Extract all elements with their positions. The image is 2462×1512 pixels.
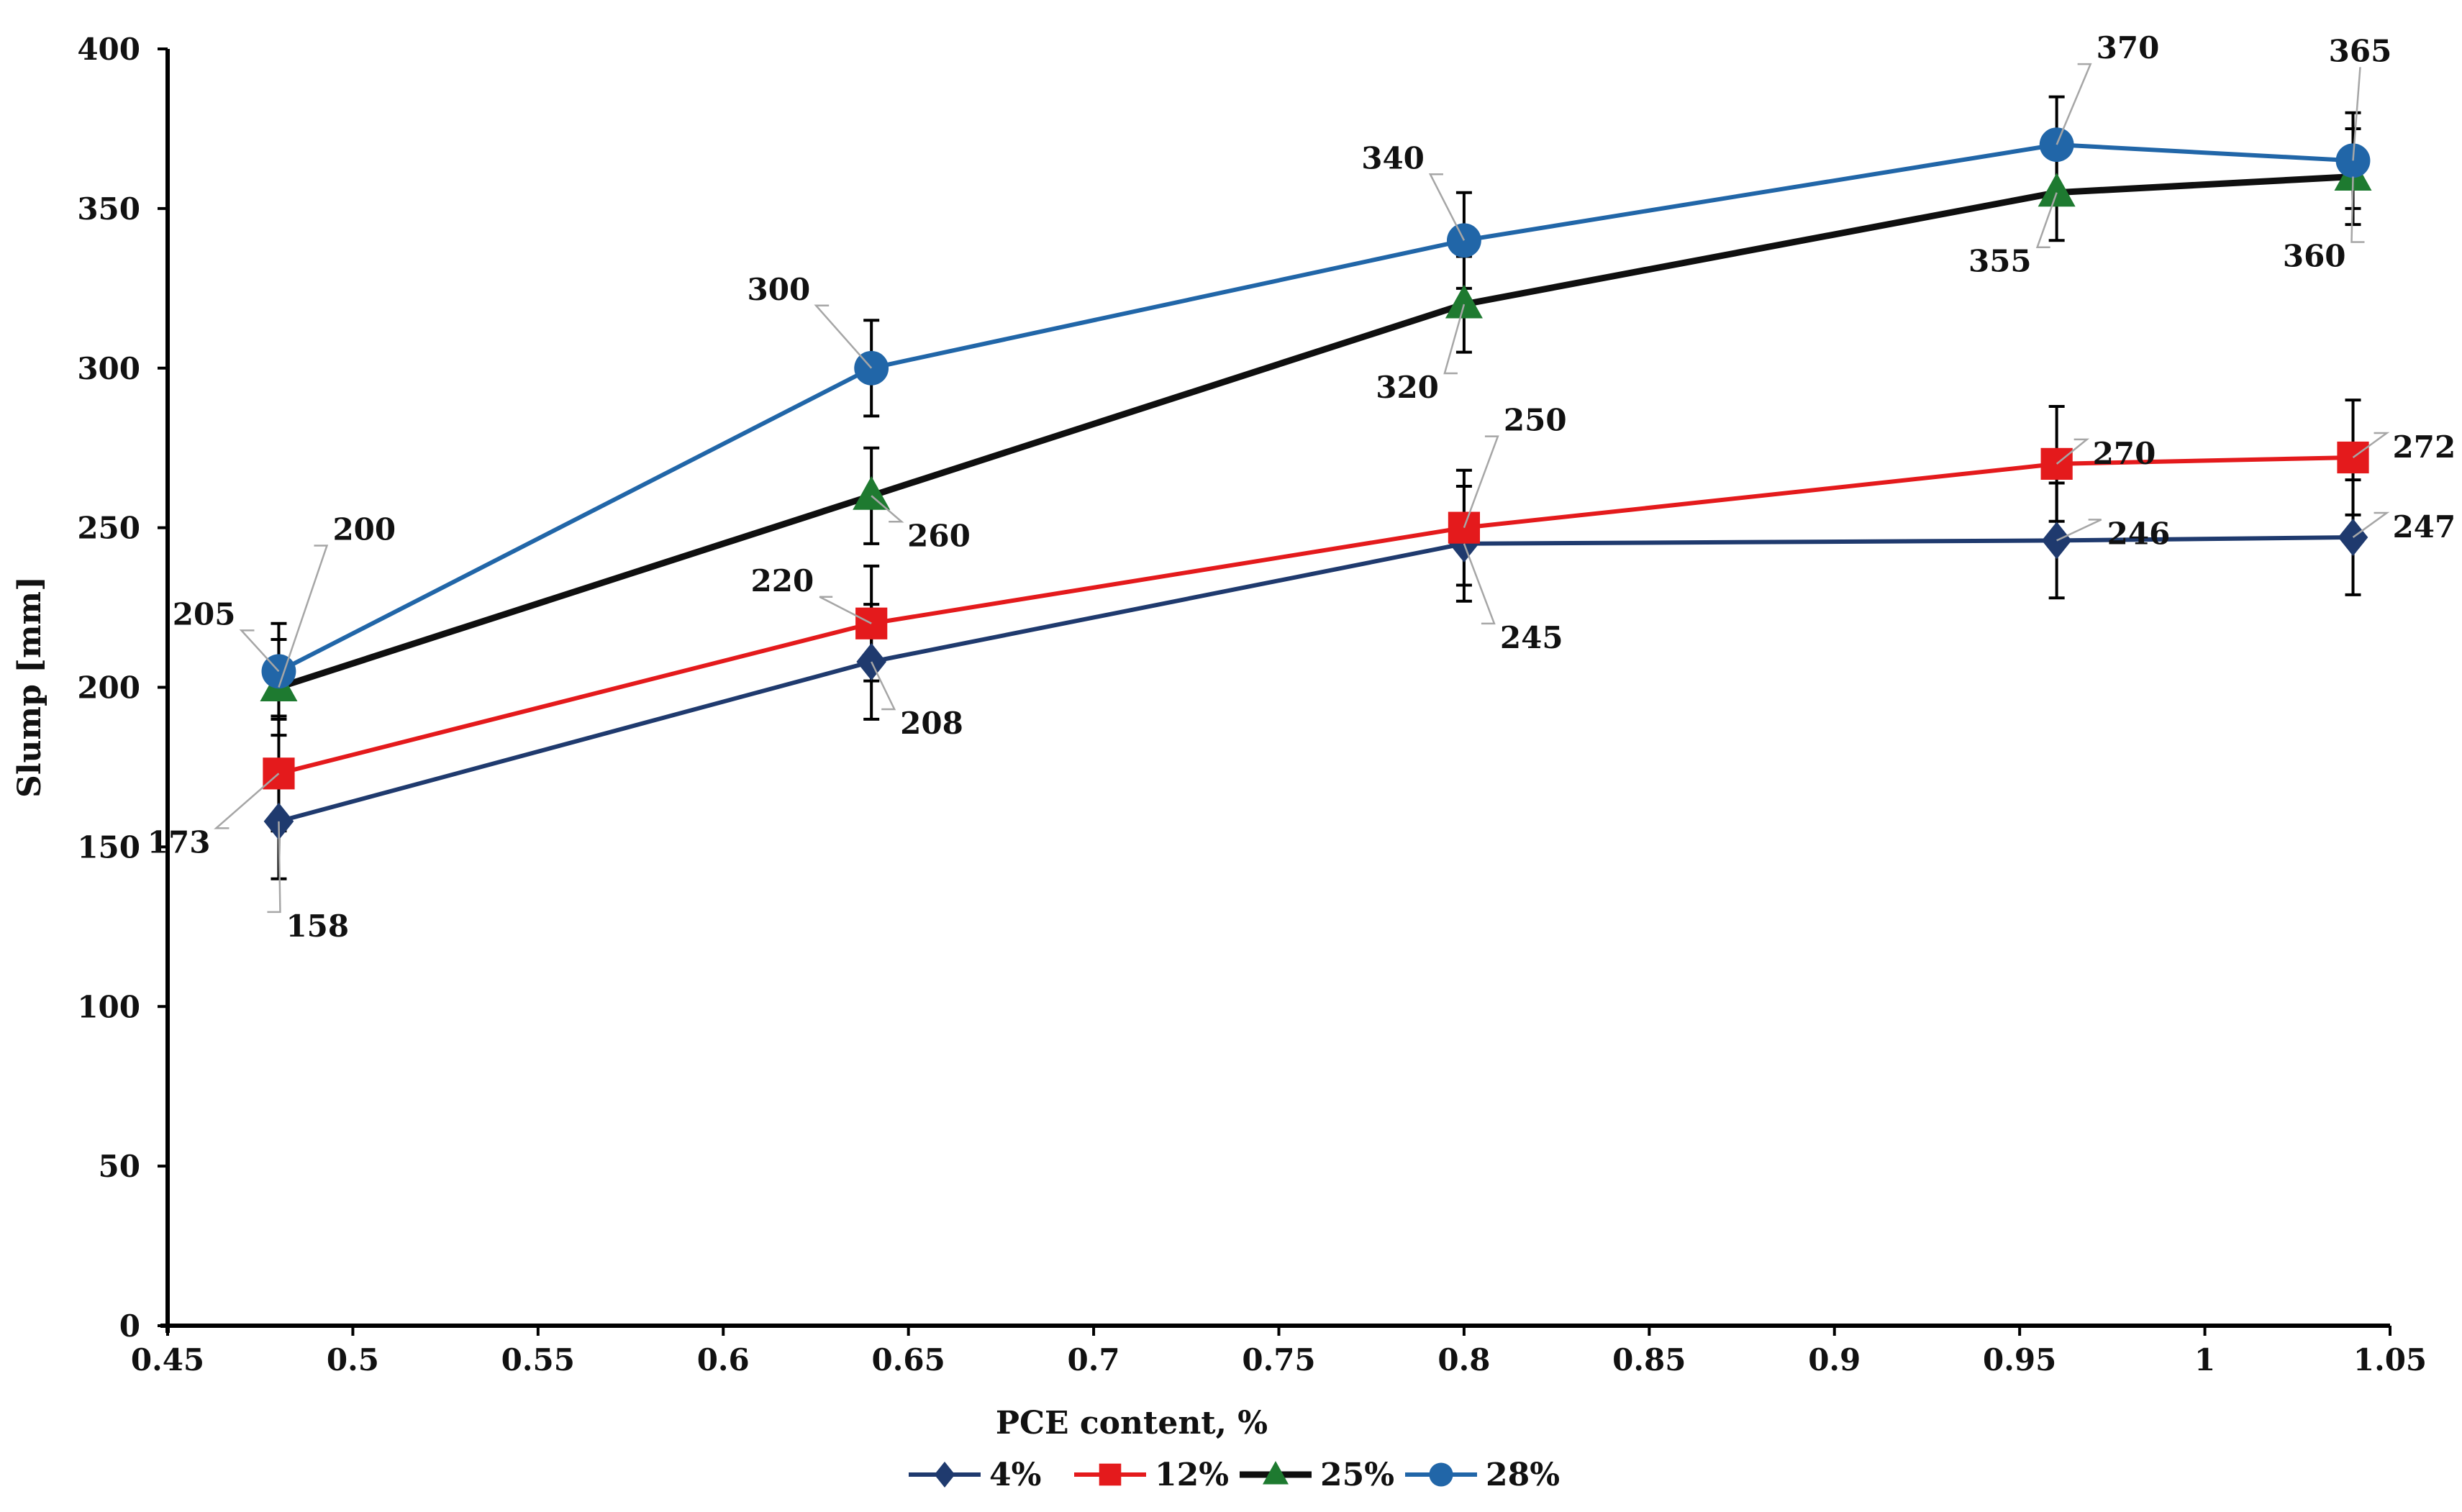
leader-line xyxy=(2035,192,2058,248)
legend-label: 12% xyxy=(1155,1457,1229,1493)
data-label: 370 xyxy=(2097,30,2160,65)
y-tick-label: 350 xyxy=(77,191,140,227)
leader-line xyxy=(239,629,280,673)
leader-line xyxy=(1443,304,1466,375)
leader-line xyxy=(1463,543,1496,625)
data-point xyxy=(2038,173,2076,207)
data-point xyxy=(1445,284,1483,319)
data-label: 272 xyxy=(2393,429,2456,465)
y-tick-label: 400 xyxy=(77,32,140,67)
legend-swatch-marker xyxy=(1263,1461,1289,1485)
x-tick-label: 0.45 xyxy=(131,1342,204,1377)
legend-label: 4% xyxy=(989,1457,1041,1493)
y-tick-label: 50 xyxy=(99,1149,140,1184)
y-tick-label: 100 xyxy=(77,989,140,1024)
data-label: 270 xyxy=(2093,436,2156,471)
legend-swatch-marker xyxy=(1429,1462,1453,1487)
leader-line xyxy=(2056,438,2090,465)
leader-line xyxy=(2056,63,2092,145)
x-tick-label: 0.65 xyxy=(872,1342,945,1377)
leader-line xyxy=(1463,435,1499,529)
data-label: 245 xyxy=(1500,620,1563,655)
data-label: 246 xyxy=(2107,516,2171,551)
leader-line xyxy=(267,821,281,914)
data-label: 320 xyxy=(1376,370,1439,405)
leader-line xyxy=(871,495,904,523)
legend: 4% 12% 25% 28% xyxy=(909,1457,1560,1493)
data-label: 247 xyxy=(2393,509,2456,545)
data-labels: 158 208 245 246 247 173 220 250 270 272 200 260 320 3… xyxy=(147,30,2456,944)
x-tick-label: 0.7 xyxy=(1068,1342,1120,1377)
data-label: 205 xyxy=(173,596,236,632)
axes: 0 50 100 150 200 250 300 350 400 0.45 0.5 0.55 0.6 0.… xyxy=(77,32,2427,1377)
y-axis-title: Slump [mm] xyxy=(12,576,48,798)
data-label: 360 xyxy=(2283,239,2346,274)
leader-line xyxy=(2352,67,2361,161)
legend-label: 25% xyxy=(1320,1457,1394,1493)
leader-line xyxy=(214,773,280,829)
data-label: 300 xyxy=(748,272,811,307)
data-label: 340 xyxy=(1361,140,1425,176)
y-tick-label: 300 xyxy=(77,351,140,386)
data-label: 355 xyxy=(1968,244,2032,279)
legend-item: 25% xyxy=(1240,1457,1394,1493)
data-label: 250 xyxy=(1504,403,1567,438)
data-label: 200 xyxy=(332,512,396,547)
x-tick-label: 1 xyxy=(2194,1342,2215,1377)
legend-swatch-marker xyxy=(1099,1463,1122,1486)
x-tick-label: 0.8 xyxy=(1437,1342,1490,1377)
data-point xyxy=(854,350,889,386)
data-label: 220 xyxy=(751,563,814,598)
leader-line xyxy=(871,661,896,711)
x-tick-label: 0.55 xyxy=(501,1342,575,1377)
y-tick-label: 200 xyxy=(77,670,140,706)
data-label: 365 xyxy=(2329,33,2392,68)
x-tick-label: 0.6 xyxy=(697,1342,750,1377)
y-tick-label: 0 xyxy=(119,1308,140,1344)
data-label: 158 xyxy=(286,908,349,944)
leader-line xyxy=(2056,519,2102,542)
leader-line xyxy=(814,304,873,369)
x-tick-label: 0.9 xyxy=(1808,1342,1861,1377)
legend-item: 4% xyxy=(909,1457,1041,1493)
leader-line xyxy=(819,596,872,624)
data-label: 173 xyxy=(147,824,211,860)
y-tick-label: 250 xyxy=(77,511,140,546)
leader-line xyxy=(2350,176,2365,243)
x-tick-label: 0.95 xyxy=(1983,1342,2056,1377)
data-label: 208 xyxy=(900,706,963,741)
legend-item: 12% xyxy=(1074,1457,1229,1493)
x-tick-label: 0.5 xyxy=(327,1342,379,1377)
leader-line xyxy=(2352,432,2390,459)
data-point xyxy=(853,475,891,510)
x-tick-label: 0.85 xyxy=(1612,1342,1686,1377)
legend-item: 28% xyxy=(1405,1457,1560,1493)
leader-line xyxy=(278,545,329,688)
legend-label: 28% xyxy=(1486,1457,1560,1493)
leader-line xyxy=(2352,511,2390,538)
leader-line xyxy=(1428,173,1466,241)
x-axis-title: PCE content, % xyxy=(996,1405,1268,1442)
legend-swatch-marker xyxy=(934,1462,955,1488)
y-tick-label: 150 xyxy=(77,829,140,865)
x-tick-label: 1.05 xyxy=(2353,1342,2427,1377)
x-tick-label: 0.75 xyxy=(1242,1342,1315,1377)
data-label: 260 xyxy=(907,518,971,553)
